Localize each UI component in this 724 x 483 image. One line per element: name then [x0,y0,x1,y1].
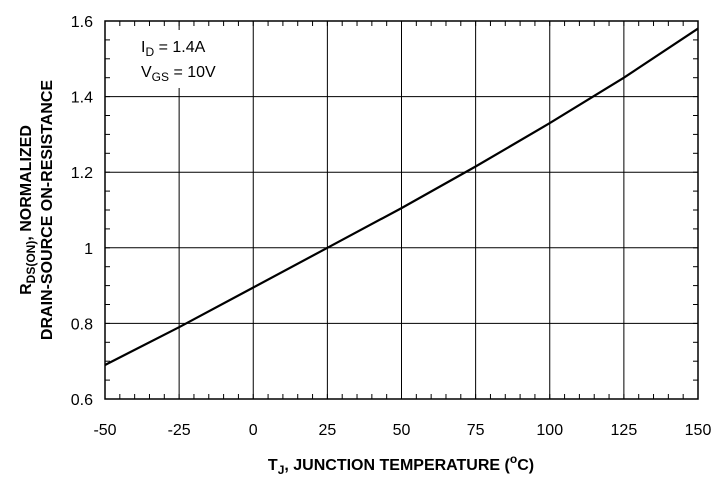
x-tick-label: -50 [93,422,116,439]
y-tick-label: 1 [84,241,93,258]
x-tick-label: 125 [611,422,638,439]
x-tick-label: 150 [685,422,712,439]
annotation-box [131,30,251,88]
y-tick-label: 1.2 [71,165,93,182]
y-tick-label: 1.6 [71,14,93,31]
y-axis-label-line1: RDS(ON), NORMALIZED [18,125,38,295]
y-axis-label-line2: DRAIN-SOURCE ON-RESISTANCE [39,80,56,340]
annotation-id: ID = 1.4A [141,39,206,59]
series-line [104,27,699,366]
x-tick-label: 0 [249,422,258,439]
x-tick-label: 25 [318,422,336,439]
annotation-vgs: VGS = 10V [141,64,216,84]
x-tick-label: 100 [536,422,563,439]
plot-frame [104,20,699,400]
x-tick-label: -25 [168,422,191,439]
x-tick-label: 50 [393,422,411,439]
x-tick-label: 75 [467,422,485,439]
x-tick-labels: -50 -25 0 25 50 75 100 125 150 [93,422,711,439]
y-tick-label: 0.8 [71,316,93,333]
y-tick-label: 0.6 [71,392,93,409]
y-tick-labels: 0.6 0.8 1 1.2 1.4 1.6 [71,14,93,409]
x-axis-label: TJ, JUNCTION TEMPERATURE (oC) [268,452,534,477]
grid [104,20,699,400]
y-tick-label: 1.4 [71,90,93,107]
